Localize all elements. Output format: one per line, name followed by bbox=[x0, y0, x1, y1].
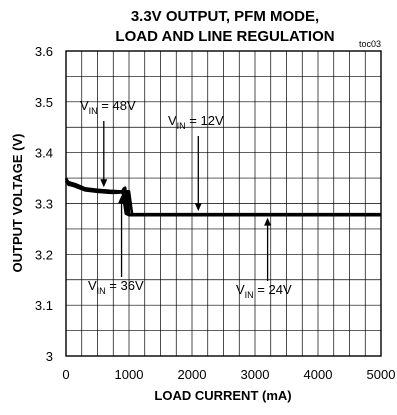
annotation-label: VIN = 24V bbox=[236, 282, 292, 300]
annotation-label: VIN = 12V bbox=[168, 113, 224, 131]
chart-title-line1: 3.3V OUTPUT, PFM MODE, bbox=[131, 8, 319, 25]
series-group bbox=[64, 177, 381, 217]
annotation-arrow-head bbox=[118, 195, 126, 204]
annotation-arrow-head bbox=[264, 217, 272, 226]
grid bbox=[66, 51, 381, 356]
chart-title-line2: LOAD AND LINE REGULATION bbox=[115, 28, 334, 45]
annotation-label: VIN = 36V bbox=[88, 278, 144, 296]
x-tick-label: 0 bbox=[62, 367, 69, 382]
figure-id: toc03 bbox=[359, 39, 381, 49]
y-tick-label: 3.4 bbox=[35, 146, 53, 161]
annotation-arrows bbox=[100, 121, 272, 281]
x-tick-label: 3000 bbox=[241, 367, 270, 382]
x-tick-label: 5000 bbox=[367, 367, 396, 382]
y-tick-label: 3 bbox=[46, 349, 53, 364]
annotation-arrow-head bbox=[100, 179, 108, 188]
x-tick-label: 1000 bbox=[115, 367, 144, 382]
x-axis-label: LOAD CURRENT (mA) bbox=[154, 388, 291, 403]
y-tick-label: 3.2 bbox=[35, 247, 53, 262]
y-tick-label: 3.6 bbox=[35, 44, 53, 59]
y-tick-labels: 3 3.1 3.2 3.3 3.4 3.5 3.6 bbox=[35, 44, 53, 364]
y-tick-label: 3.1 bbox=[35, 298, 53, 313]
y-axis-label: OUTPUT VOLTAGE (V) bbox=[10, 134, 25, 273]
x-tick-label: 4000 bbox=[304, 367, 333, 382]
annotation-label: VIN = 48V bbox=[80, 98, 136, 116]
y-tick-label: 3.3 bbox=[35, 197, 53, 212]
annotation-arrow-head bbox=[194, 203, 202, 212]
x-tick-labels: 0 1000 2000 3000 4000 5000 bbox=[62, 367, 395, 382]
plot-frame bbox=[65, 50, 382, 357]
annotation-labels: VIN = 48V VIN = 12V VIN = 36V VIN = 24V bbox=[80, 98, 292, 300]
x-tick-label: 2000 bbox=[178, 367, 207, 382]
series-line-4 bbox=[64, 179, 381, 216]
y-tick-label: 3.5 bbox=[35, 95, 53, 110]
